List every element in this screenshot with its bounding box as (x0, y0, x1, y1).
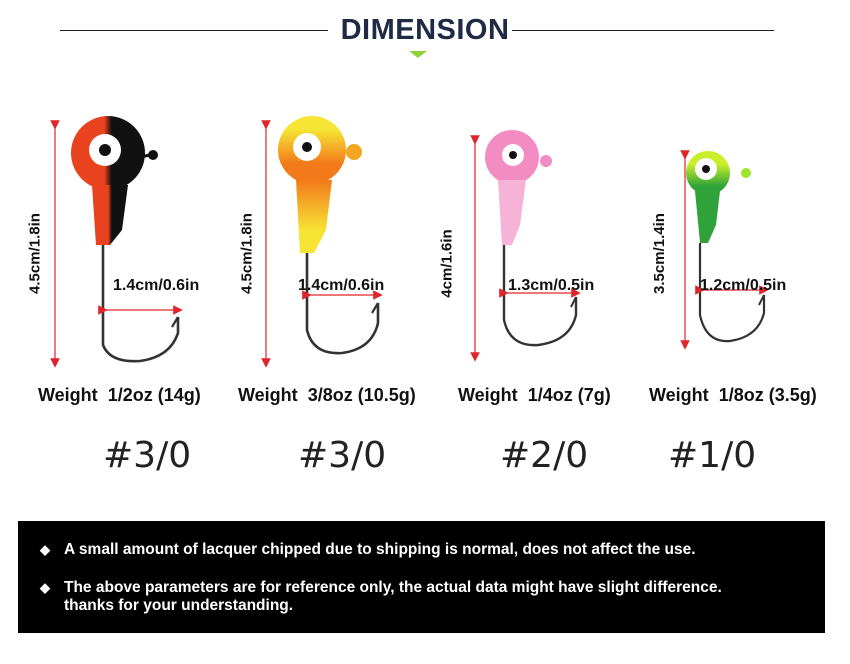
width-label: 1.2cm/0.5in (700, 277, 787, 294)
title-notch-icon (409, 51, 427, 58)
note-text: thanks for your understanding. (64, 597, 294, 614)
hook-size-4: #1/0 (668, 435, 757, 476)
weight-label: Weight (238, 385, 298, 405)
width-label: 1.3cm/0.5in (508, 277, 595, 294)
length-label: 4.5cm/1.8in (26, 213, 44, 294)
jig-head-1-image (50, 116, 183, 368)
note-item-1: ◆ A small amount of lacquer chipped due … (40, 541, 696, 559)
weight-label: Weight (38, 385, 98, 405)
diamond-bullet-icon: ◆ (40, 542, 50, 557)
weight-label: Weight (649, 385, 709, 405)
width-label: 1.4cm/0.6in (298, 277, 385, 294)
title-rule-left (60, 30, 328, 31)
product-card-2: 4.5cm/1.8in 1.4cm/0.6in (210, 95, 440, 385)
note-text: A small amount of lacquer chipped due to… (64, 541, 696, 558)
note-item-2: ◆ The above parameters are for reference… (40, 579, 722, 615)
jig-head-4-image (680, 150, 769, 350)
product-card-4: 3.5cm/1.4in 1.2cm/0.5in (630, 95, 830, 385)
weight-value: 1/8oz (3.5g) (718, 385, 817, 405)
weight-value: 3/8oz (10.5g) (307, 385, 416, 405)
product-card-1: 4.5cm/1.8in 1.4cm/0.6in (0, 95, 230, 385)
weight-line-1: Weight 1/2oz (14g) (38, 385, 201, 406)
diamond-bullet-icon: ◆ (40, 580, 50, 595)
page-title: DIMENSION (340, 14, 510, 46)
jig-head-2-image (261, 116, 383, 368)
weight-label: Weight (458, 385, 518, 405)
note-text-group: The above parameters are for reference o… (64, 579, 722, 615)
product-card-3: 4cm/1.6in 1.3cm/0.5in (420, 95, 650, 385)
length-label: 3.5cm/1.4in (651, 213, 668, 294)
note-text: The above parameters are for reference o… (64, 579, 722, 596)
title-rule-right (512, 30, 774, 31)
length-label: 4.5cm/1.8in (238, 213, 256, 294)
jig-head-3-image (470, 130, 581, 362)
hook-size-2: #3/0 (298, 435, 387, 476)
notes-panel: ◆ A small amount of lacquer chipped due … (18, 521, 825, 633)
weight-value: 1/4oz (7g) (527, 385, 611, 405)
hook-size-1: #3/0 (103, 435, 192, 476)
weight-line-4: Weight 1/8oz (3.5g) (649, 385, 817, 406)
weight-line-3: Weight 1/4oz (7g) (458, 385, 611, 406)
weight-value: 1/2oz (14g) (107, 385, 201, 405)
weight-line-2: Weight 3/8oz (10.5g) (238, 385, 416, 406)
length-label: 4cm/1.6in (438, 229, 456, 298)
hook-size-3: #2/0 (500, 435, 589, 476)
width-label: 1.4cm/0.6in (113, 277, 200, 294)
